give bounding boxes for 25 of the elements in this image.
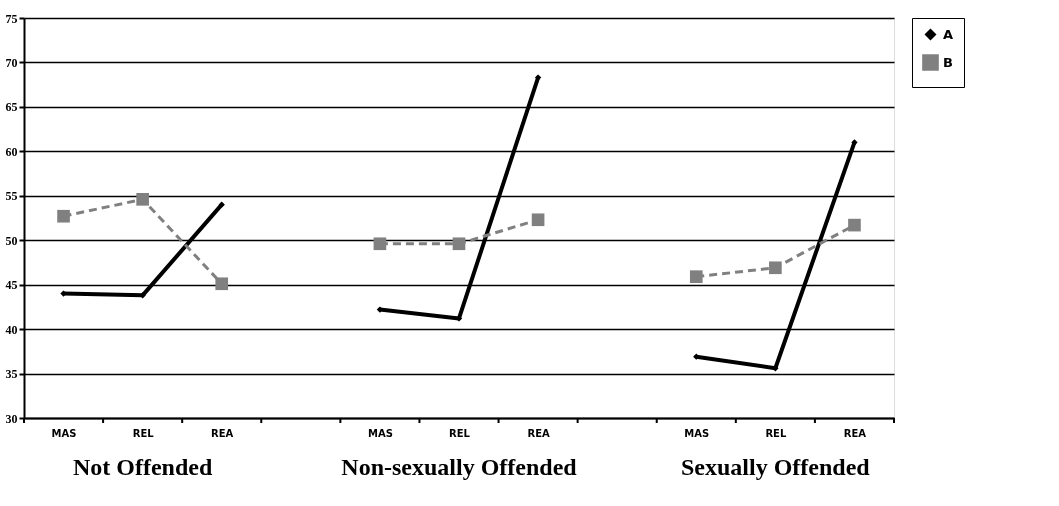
x-tick-label: REA — [843, 427, 867, 439]
text: Not Offended — [72, 454, 213, 480]
x-tick-label: MAS — [367, 427, 393, 439]
y-tick-label: 60 — [5, 144, 18, 159]
x-tick-label: MAS — [51, 427, 77, 439]
y-tick-label: 30 — [5, 411, 18, 426]
x-tick-label: REA — [527, 427, 550, 439]
y-tick-label: 55 — [5, 189, 18, 204]
y-tick-label: 40 — [5, 322, 18, 337]
y-tick-label: 70 — [5, 55, 18, 70]
x-tick-label: REL — [449, 427, 471, 439]
text: Non-sexually Offended — [341, 454, 578, 480]
legend-label: B — [943, 54, 953, 70]
legend-label: A — [943, 26, 954, 42]
y-tick-label: 35 — [5, 367, 18, 382]
x-tick-label: REA — [211, 427, 234, 439]
x-tick-label: MAS — [684, 427, 710, 439]
y-tick-label: 65 — [5, 100, 18, 115]
point — [851, 139, 858, 146]
y-tick-label: 45 — [5, 278, 18, 293]
text: Sexually Offended — [681, 454, 871, 480]
y-tick-label: 75 — [5, 11, 18, 26]
x-tick-label: REL — [132, 427, 155, 439]
y-tick-label: 50 — [5, 233, 18, 248]
x-tick-label: REL — [765, 427, 787, 439]
